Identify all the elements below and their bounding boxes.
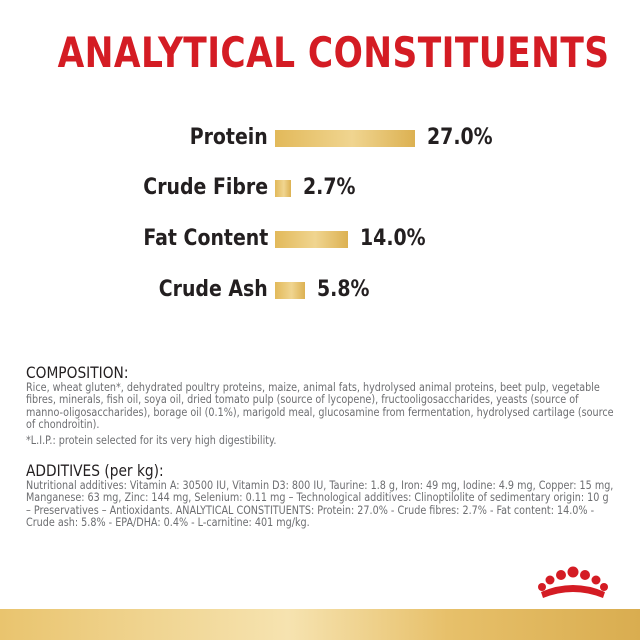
nutrient-label: Fat Content: [143, 226, 268, 251]
nutrient-bar: [275, 180, 291, 197]
nutrient-label: Crude Fibre: [143, 175, 268, 200]
nutrient-value: 5.8%: [317, 277, 370, 302]
nutrient-value: 27.0%: [427, 125, 494, 150]
nutrient-label: Protein: [189, 125, 268, 150]
nutrient-row-protein: Protein 27.0%: [0, 118, 640, 158]
gold-band: [0, 609, 640, 640]
composition-text: Rice, wheat gluten*, dehydrated poultry …: [26, 381, 614, 432]
composition-section: COMPOSITION: Rice, wheat gluten*, dehydr…: [26, 363, 614, 447]
nutrient-label: Crude Ash: [158, 277, 268, 302]
additives-heading: ADDITIVES (per kg):: [26, 461, 164, 480]
nutrient-value: 14.0%: [359, 226, 426, 251]
nutrient-row-crude-ash: Crude Ash 5.8%: [0, 270, 640, 310]
additives-text: Nutritional additives: Vitamin A: 30500 …: [26, 479, 614, 530]
page-title: ANALYTICAL CONSTITUENTS: [57, 28, 610, 77]
additives-section: ADDITIVES (per kg): Nutritional additive…: [26, 461, 613, 530]
composition-heading: COMPOSITION:: [26, 363, 129, 382]
nutrient-bar: [275, 282, 306, 299]
royal-canin-crown-icon: [538, 566, 608, 598]
nutrient-row-fat-content: Fat Content 14.0%: [0, 219, 640, 259]
nutrient-value: 2.7%: [303, 175, 356, 200]
composition-footnote: *L.I.P.: protein selected for its very h…: [26, 433, 277, 447]
nutrient-bar: [275, 130, 416, 147]
nutrient-bar: [275, 231, 348, 248]
nutrient-row-crude-fibre: Crude Fibre 2.7%: [0, 168, 640, 208]
